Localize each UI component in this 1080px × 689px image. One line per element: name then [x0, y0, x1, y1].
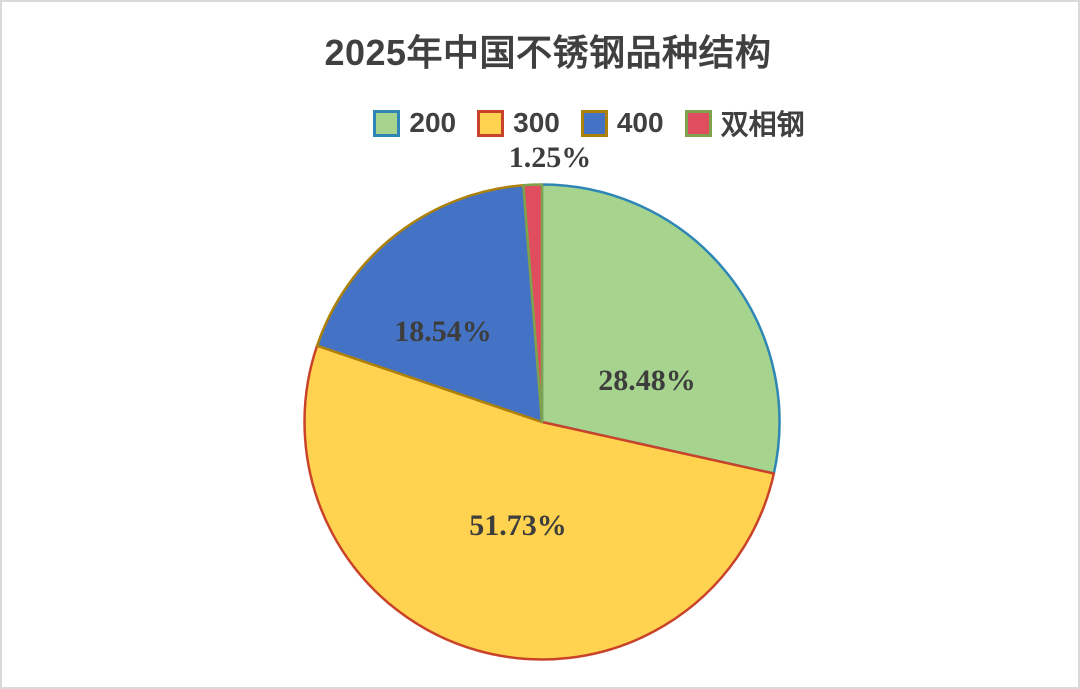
legend-label: 300 [513, 107, 560, 138]
legend: 200 300 400 双相钢 [51, 103, 1078, 143]
slice-label-300: 51.73% [469, 509, 567, 542]
pie-slice-200 [540, 183, 781, 475]
legend-item-200: 200 [373, 107, 456, 139]
legend-item-300: 300 [477, 107, 560, 139]
legend-item-双相钢: 双相钢 [684, 103, 805, 143]
pie-slice-400 [315, 183, 544, 424]
chart-title: 2025年中国不锈钢品种结构 [324, 32, 772, 73]
slice-label-200: 28.48% [598, 364, 696, 397]
slice-label-双相钢: 1.25% [508, 141, 592, 174]
legend-marker-icon [684, 109, 712, 137]
legend-marker-icon [580, 109, 608, 137]
legend-marker-icon [373, 109, 401, 137]
legend-marker-icon [477, 109, 505, 137]
legend-item-400: 400 [580, 107, 664, 139]
legend-label: 200 [409, 107, 457, 138]
pie-slice-双相钢 [522, 183, 544, 424]
pie-slice-300 [303, 344, 776, 661]
legend-label: 双相钢 [720, 109, 805, 140]
legend-label: 400 [616, 107, 664, 138]
slice-label-400: 18.54% [394, 315, 492, 348]
